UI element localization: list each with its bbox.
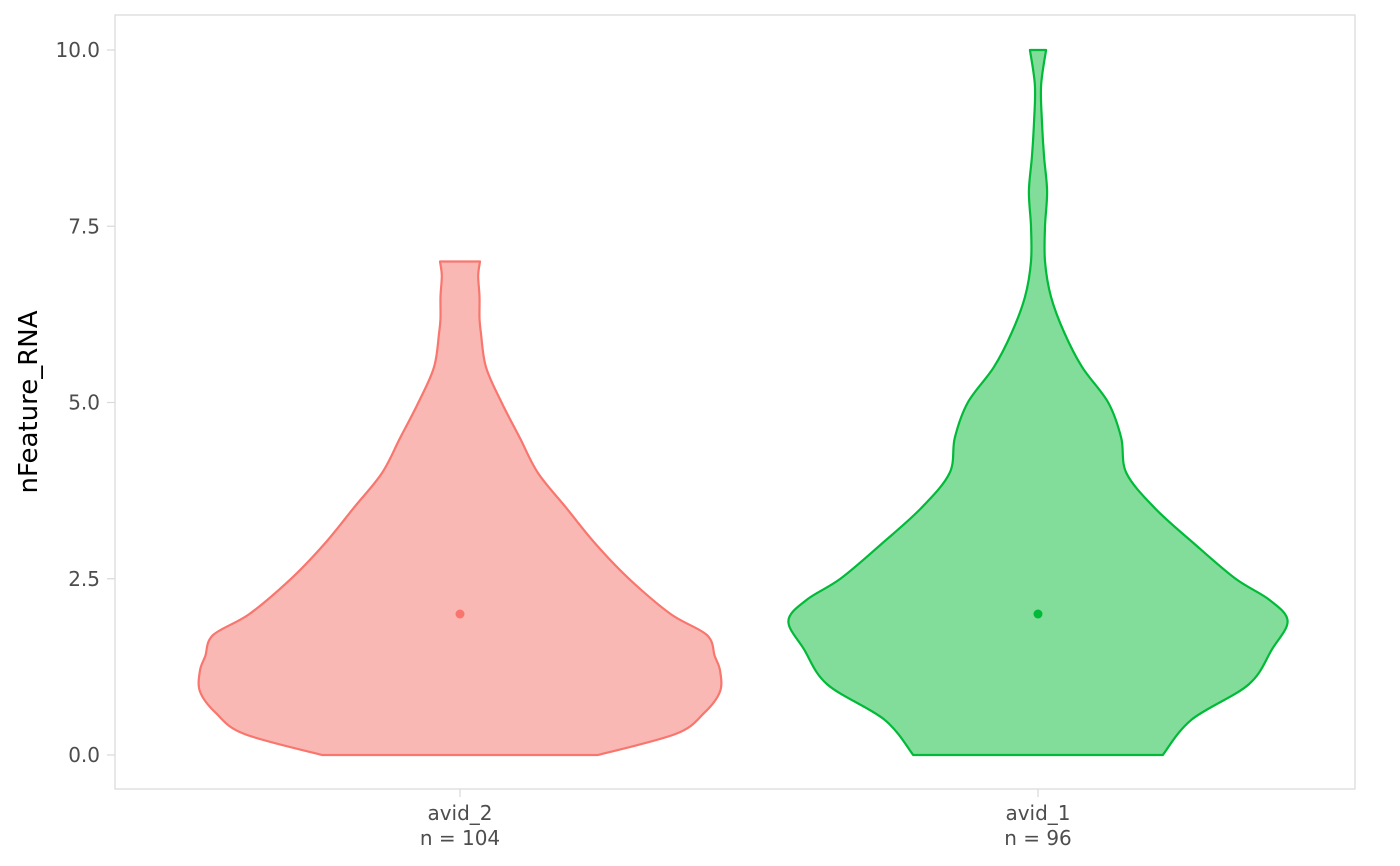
violin-avid_1 [787, 48, 1289, 757]
y-tick-label: 7.5 [68, 214, 100, 238]
x-tick-label: avid_2 [427, 801, 492, 825]
x-tick-label: avid_1 [1005, 801, 1070, 825]
y-tick-label: 0.0 [68, 743, 100, 767]
x-tick-count-label: n = 104 [420, 826, 500, 850]
y-axis-title: nFeature_RNA [14, 310, 44, 493]
median-point-avid_2 [455, 609, 465, 619]
x-tick-count-label: n = 96 [1004, 826, 1072, 850]
y-tick-label: 2.5 [68, 567, 100, 591]
violins [197, 48, 1289, 757]
violin-avid_2 [197, 260, 723, 757]
x-axis: avid_2n = 104 avid_1n = 96 [420, 789, 1072, 850]
y-tick-label: 5.0 [68, 391, 100, 415]
median-point-avid_1 [1033, 609, 1043, 619]
y-axis: 0.0 2.5 5.0 7.5 10.0 [55, 38, 115, 767]
y-tick-label: 10.0 [55, 38, 100, 62]
